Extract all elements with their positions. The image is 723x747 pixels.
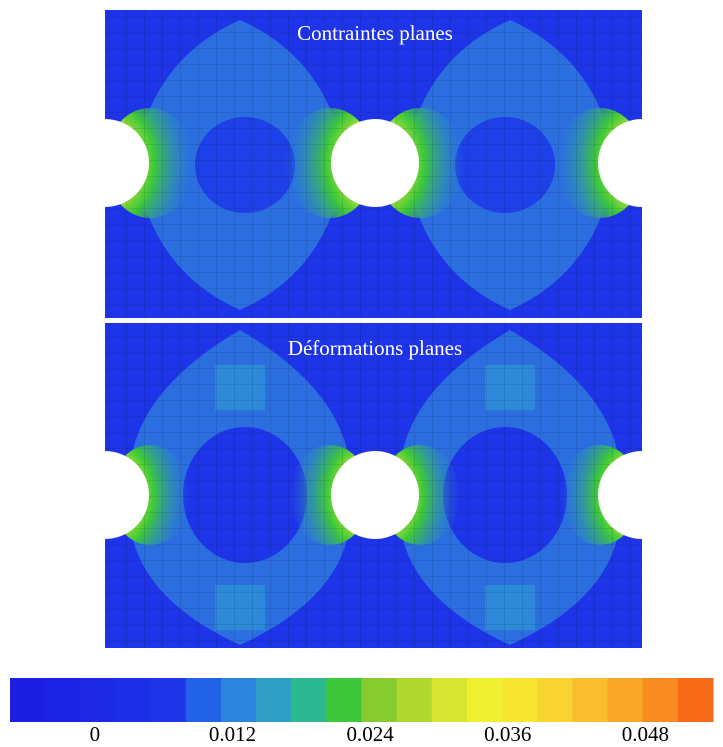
panel-top: Contraintes planes [105,10,642,318]
colorbar-segment [220,678,257,722]
panel-title: Déformations planes [288,336,462,360]
colorbar-segment [607,678,644,722]
colorbar-tick-label: 0.024 [346,722,394,746]
colorbar-segment [677,678,714,722]
colorbar-segment [185,678,222,722]
colorbar-segment [502,678,538,722]
colorbar-segment [396,678,433,722]
colorbar: 0 0.012 0.024 0.036 0.048 [10,678,714,746]
panel-title: Contraintes planes [297,21,453,45]
colorbar-segment [537,678,573,722]
colorbar-tick-label: 0.036 [484,722,531,746]
colorbar-tick-label: 0.012 [209,722,256,746]
colorbar-segment [80,678,116,722]
colorbar-segment [326,678,362,722]
colorbar-segment [150,678,187,722]
panel-bottom: Déformations planes [105,323,642,648]
colorbar-tick-label: 0.048 [622,722,669,746]
colorbar-segment [291,678,327,722]
colorbar-tick-label: 0 [90,722,101,746]
colorbar-segment [115,678,152,722]
colorbar-segment [45,678,81,722]
colorbar-segment [572,678,609,722]
colorbar-segment [10,678,46,722]
colorbar-segment [431,678,468,722]
colorbar-segment [642,678,679,722]
colorbar-segment [256,678,292,722]
colorbar-segment [361,678,398,722]
colorbar-segment [466,678,503,722]
